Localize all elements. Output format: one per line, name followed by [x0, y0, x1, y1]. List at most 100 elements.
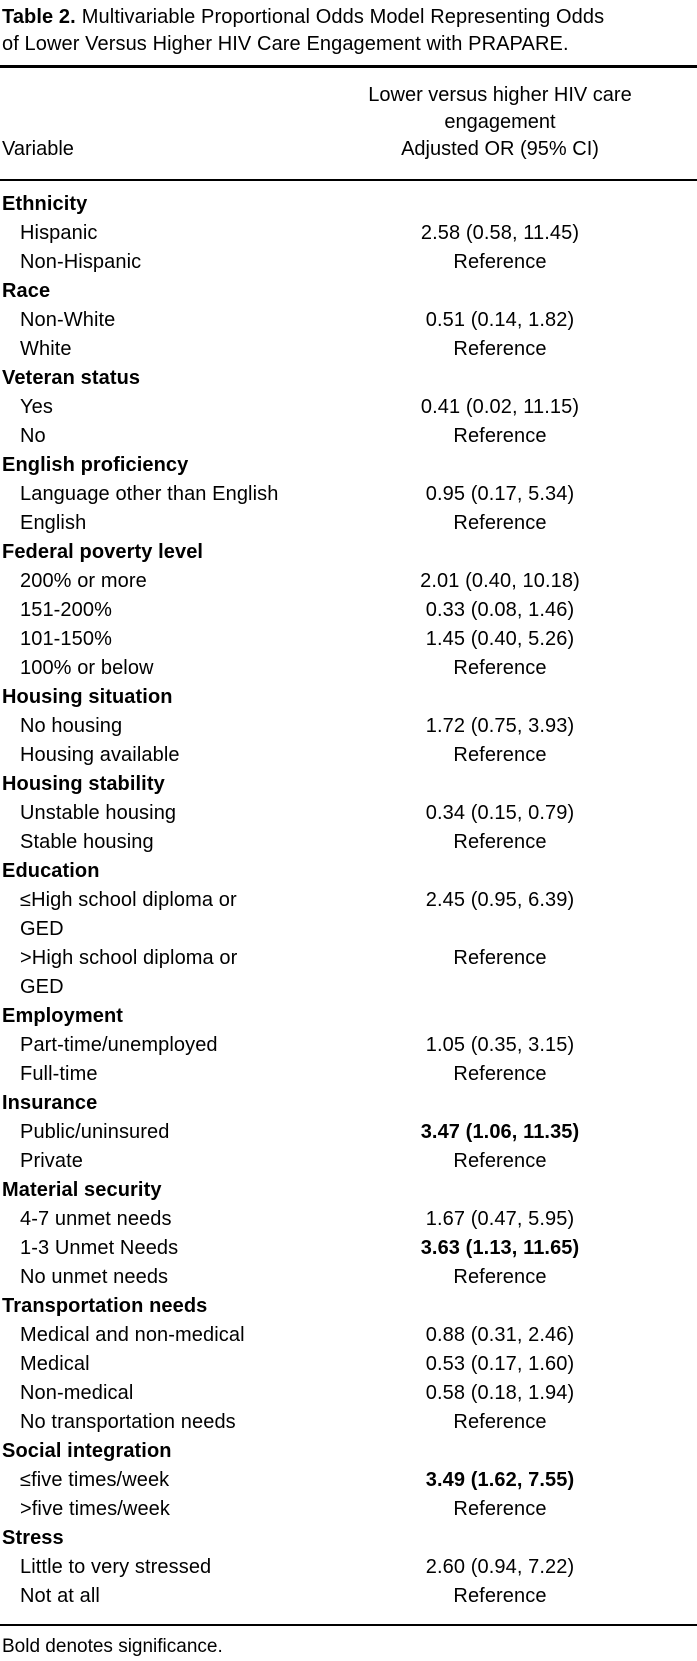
- table-number-label: Table 2.: [2, 6, 76, 28]
- row-value: Reference: [453, 657, 547, 679]
- group-header-row: Insurance: [0, 1089, 697, 1118]
- data-row: 200% or more 2.01 (0.40, 10.18): [0, 567, 697, 596]
- row-value: 0.95 (0.17, 5.34): [425, 483, 575, 505]
- row-value: 2.60 (0.94, 7.22): [425, 1556, 575, 1578]
- data-row: English Reference: [0, 509, 697, 538]
- table-footnote: Bold denotes significance.: [2, 1636, 223, 1657]
- row-label: Public/uninsured: [20, 1121, 170, 1143]
- data-row: Part-time/unemployed 1.05 (0.35, 3.15): [0, 1031, 697, 1060]
- row-label: Full-time: [20, 1063, 98, 1085]
- row-value: Reference: [453, 1063, 547, 1085]
- row-label: 100% or below: [20, 657, 154, 679]
- group-name: Insurance: [2, 1092, 98, 1114]
- data-row: Not at all Reference: [0, 1582, 697, 1611]
- data-row: Full-time Reference: [0, 1060, 697, 1089]
- row-value: Reference: [453, 1498, 547, 1520]
- data-row: Hispanic 2.58 (0.58, 11.45): [0, 219, 697, 248]
- group-header-row: Ethnicity: [0, 190, 697, 219]
- row-label: Stable housing: [20, 831, 154, 853]
- top-rule: [0, 65, 697, 68]
- row-label: Medical: [20, 1353, 90, 1375]
- data-row: 101-150% 1.45 (0.40, 5.26): [0, 625, 697, 654]
- group-header-row: English proficiency: [0, 451, 697, 480]
- group-header-row: Race: [0, 277, 697, 306]
- data-row: White Reference: [0, 335, 697, 364]
- data-row: Medical 0.53 (0.17, 1.60): [0, 1350, 697, 1379]
- row-label: 4-7 unmet needs: [20, 1208, 172, 1230]
- table-title-text: Multivariable Proportional Odds Model Re…: [81, 6, 605, 28]
- data-row: 1-3 Unmet Needs 3.63 (1.13, 11.65): [0, 1234, 697, 1263]
- data-row: Private Reference: [0, 1147, 697, 1176]
- row-value: 3.47 (1.06, 11.35): [420, 1121, 580, 1143]
- data-row: ≤five times/week 3.49 (1.62, 7.55): [0, 1466, 697, 1495]
- row-value: 0.34 (0.15, 0.79): [425, 802, 575, 824]
- data-row: Yes 0.41 (0.02, 11.15): [0, 393, 697, 422]
- row-value: Reference: [453, 947, 547, 969]
- group-name: Housing stability: [2, 773, 165, 795]
- group-header-row: Employment: [0, 1002, 697, 1031]
- data-row: Medical and non-medical 0.88 (0.31, 2.46): [0, 1321, 697, 1350]
- group-name: Education: [2, 860, 100, 882]
- row-label: Hispanic: [20, 222, 98, 244]
- data-row: ≤High school diploma or GED 2.45 (0.95, 6…: [0, 886, 697, 944]
- row-label: No transportation needs: [20, 1411, 236, 1433]
- data-row: 151-200% 0.33 (0.08, 1.46): [0, 596, 697, 625]
- row-value: 0.88 (0.31, 2.46): [425, 1324, 575, 1346]
- row-label: >High school diploma or GED: [20, 947, 238, 998]
- row-value: Reference: [453, 1266, 547, 1288]
- header-rule: [0, 179, 697, 181]
- or-header-line-3: Adjusted OR (95% CI): [401, 138, 599, 160]
- group-name: English proficiency: [2, 454, 189, 476]
- row-value: 1.45 (0.40, 5.26): [425, 628, 575, 650]
- group-name: Social integration: [2, 1440, 172, 1462]
- row-label: Yes: [20, 396, 53, 418]
- group-name: Employment: [2, 1005, 124, 1027]
- group-header-row: Education: [0, 857, 697, 886]
- row-value: 0.51 (0.14, 1.82): [425, 309, 575, 331]
- table-body: Ethnicity Hispanic 2.58 (0.58, 11.45) Non-H…: [0, 181, 697, 1624]
- group-header-row: Federal poverty level: [0, 538, 697, 567]
- group-header-row: Housing stability: [0, 770, 697, 799]
- or-header-line-2: engagement: [444, 111, 556, 133]
- row-label: >five times/week: [20, 1498, 170, 1520]
- data-row: Housing available Reference: [0, 741, 697, 770]
- data-row: No Reference: [0, 422, 697, 451]
- row-value: Reference: [453, 744, 547, 766]
- row-label: No housing: [20, 715, 123, 737]
- row-value: 0.53 (0.17, 1.60): [425, 1353, 575, 1375]
- data-row: Public/uninsured 3.47 (1.06, 11.35): [0, 1118, 697, 1147]
- or-header-line-1: Lower versus higher HIV care: [368, 84, 632, 106]
- group-header-row: Housing situation: [0, 683, 697, 712]
- column-header-or-ci: Lower versus higher HIV care engagement …: [330, 82, 670, 163]
- group-header-row: Veteran status: [0, 364, 697, 393]
- row-label: Private: [20, 1150, 83, 1172]
- row-label: 101-150%: [20, 628, 112, 650]
- data-row: Unstable housing 0.34 (0.15, 0.79): [0, 799, 697, 828]
- row-label: English: [20, 512, 87, 534]
- row-label: Non-medical: [20, 1382, 134, 1404]
- row-label: Part-time/unemployed: [20, 1034, 218, 1056]
- row-value: Reference: [453, 251, 547, 273]
- row-value: Reference: [453, 338, 547, 360]
- group-header-row: Transportation needs: [0, 1292, 697, 1321]
- row-label: Non-Hispanic: [20, 251, 142, 273]
- row-label: White: [20, 338, 72, 360]
- row-label: Non-White: [20, 309, 116, 331]
- row-value: 0.33 (0.08, 1.46): [425, 599, 575, 621]
- data-row: No unmet needs Reference: [0, 1263, 697, 1292]
- group-header-row: Stress: [0, 1524, 697, 1553]
- row-value: Reference: [453, 425, 547, 447]
- row-value: 2.45 (0.95, 6.39): [425, 889, 575, 911]
- row-label: Medical and non-medical: [20, 1324, 245, 1346]
- row-value: 1.67 (0.47, 5.95): [425, 1208, 575, 1230]
- group-name: Ethnicity: [2, 193, 88, 215]
- row-value: 3.49 (1.62, 7.55): [425, 1469, 575, 1491]
- group-name: Transportation needs: [2, 1295, 208, 1317]
- data-row: 4-7 unmet needs 1.67 (0.47, 5.95): [0, 1205, 697, 1234]
- data-row: >five times/week Reference: [0, 1495, 697, 1524]
- data-row: No transportation needs Reference: [0, 1408, 697, 1437]
- row-label: Housing available: [20, 744, 180, 766]
- row-label: ≤five times/week: [20, 1469, 170, 1491]
- row-label: 151-200%: [20, 599, 112, 621]
- bottom-rule: [0, 1624, 697, 1626]
